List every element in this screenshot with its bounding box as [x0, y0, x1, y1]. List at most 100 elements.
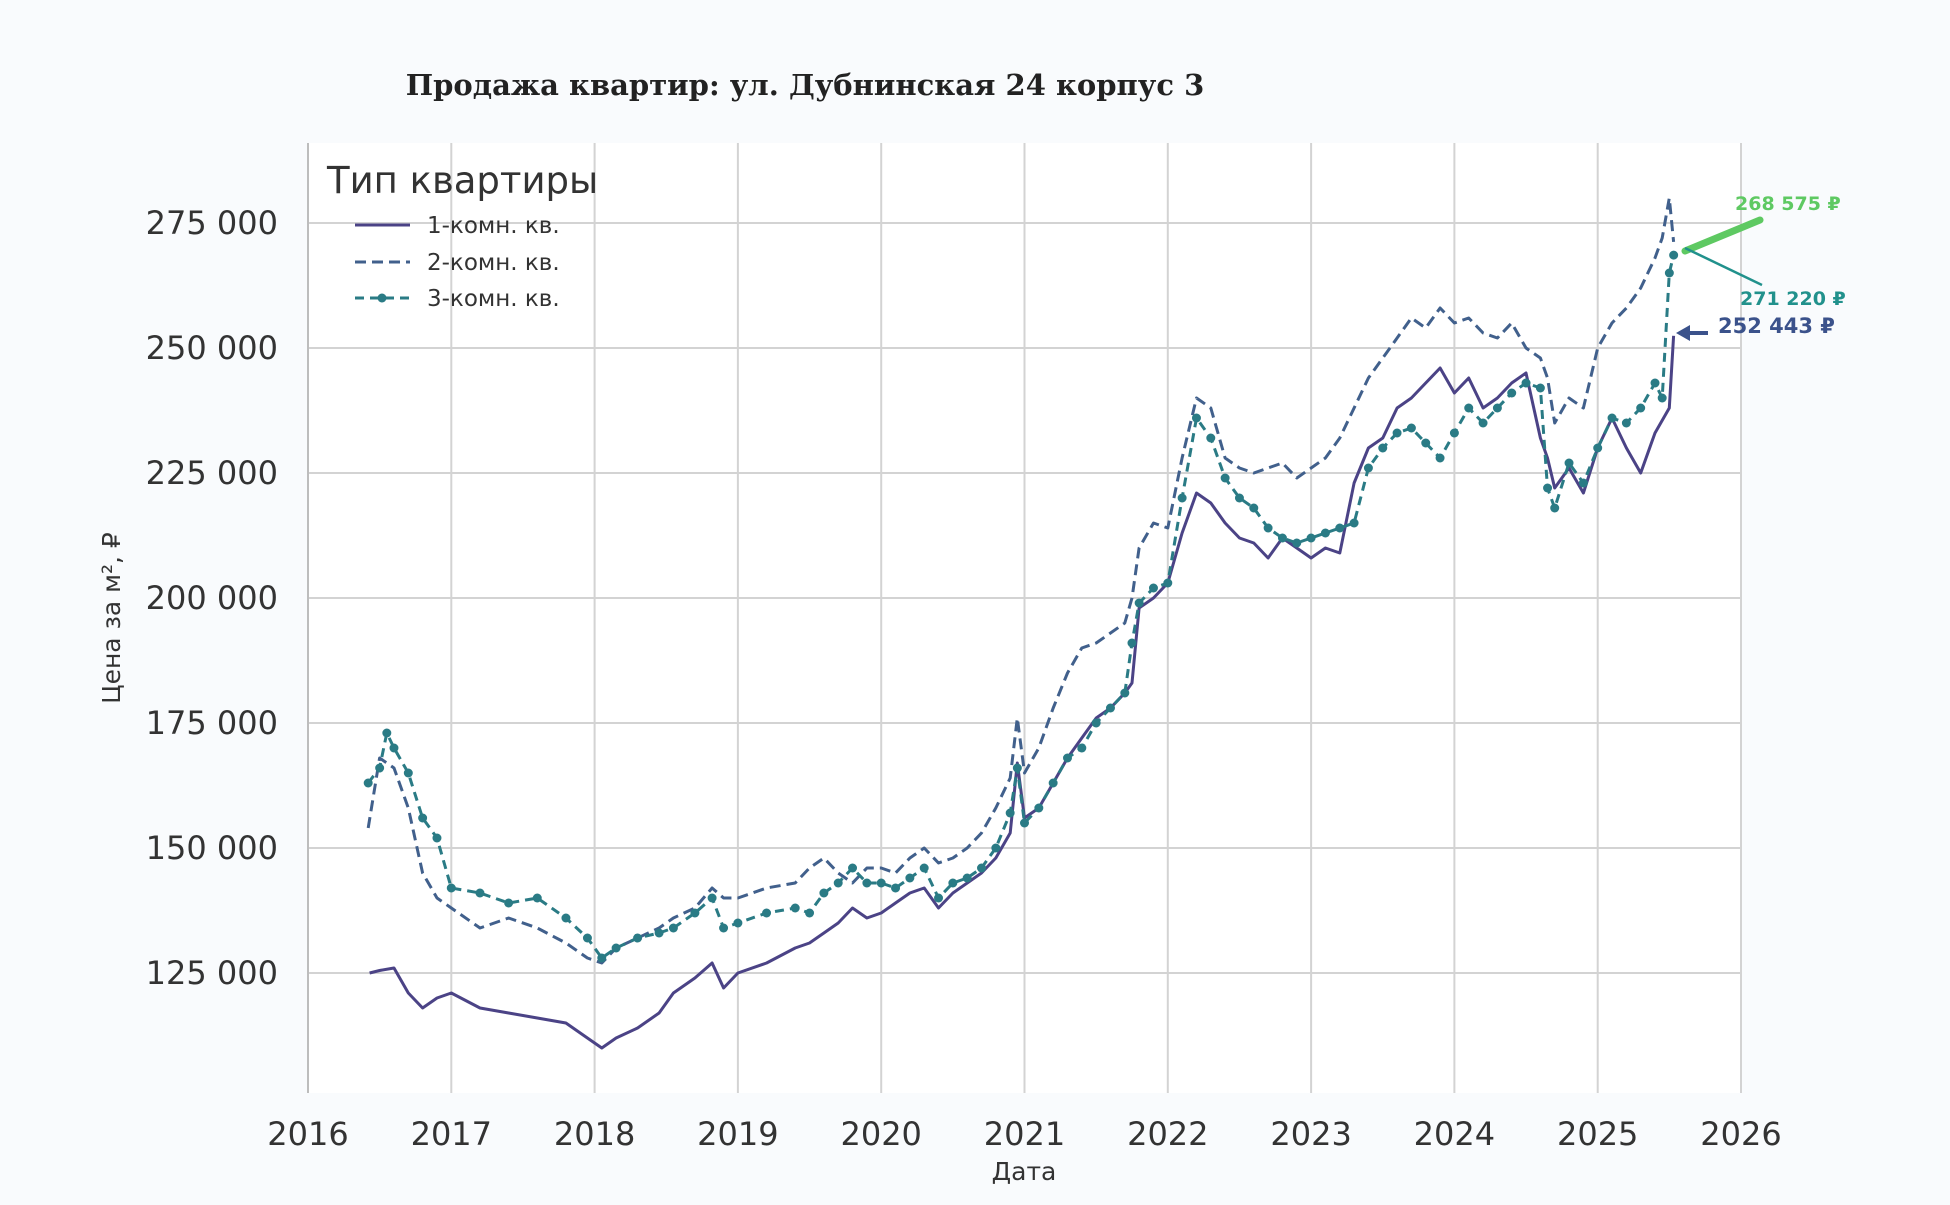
annotation-label-3room: 268 575 ₽	[1735, 193, 1841, 215]
x-tick-label: 2018	[554, 1115, 635, 1153]
series-3-point	[819, 888, 829, 898]
legend-label-2: 2-комн. кв.	[427, 250, 560, 276]
series-3-point	[1521, 378, 1531, 388]
series-3-point	[1507, 388, 1517, 398]
y-axis-label: Цена за м², ₽	[97, 532, 126, 704]
series-3-point	[962, 873, 972, 883]
series-3-point	[1062, 753, 1072, 763]
chart-title: Продажа квартир: ул. Дубнинская 24 корпу…	[406, 68, 1205, 102]
annotation-arrowhead-1room	[1676, 325, 1690, 341]
series-3-point	[1621, 418, 1631, 428]
series-3-point	[532, 893, 542, 903]
x-tick-label: 2025	[1557, 1115, 1638, 1153]
annotation-arrow-3room	[1681, 216, 1764, 255]
legend-label-3: 3-комн. кв.	[427, 286, 560, 312]
series-3-point	[876, 878, 886, 888]
x-tick-label: 2026	[1700, 1115, 1781, 1153]
series-3-point	[1657, 393, 1667, 403]
series-3-point	[1234, 493, 1244, 503]
series-3-point	[1449, 428, 1459, 438]
x-tick-label: 2023	[1270, 1115, 1351, 1153]
x-tick-label: 2019	[697, 1115, 778, 1153]
series-3-point	[790, 903, 800, 913]
series-3-point	[1421, 438, 1431, 448]
series-3-point	[389, 743, 399, 753]
series-3-point	[1320, 528, 1330, 538]
annotations: 268 575 ₽ 271 220 ₽ 252 443 ₽	[1676, 193, 1846, 341]
series-3-point	[1478, 418, 1488, 428]
series-3-point	[1034, 803, 1044, 813]
series-3-point	[1550, 503, 1560, 513]
series-3-point	[1120, 688, 1130, 698]
series-3-point	[1664, 268, 1674, 278]
y-tick-label: 250 000	[146, 329, 278, 367]
series-3-point	[1177, 493, 1187, 503]
series-line-1	[369, 335, 1676, 1050]
series-3-point	[1249, 503, 1259, 513]
series-3-point	[1048, 778, 1058, 788]
legend-marker-3	[377, 293, 387, 303]
y-tick-label: 175 000	[146, 704, 278, 742]
series-3-point	[1163, 578, 1173, 588]
series-3-point	[991, 843, 1001, 853]
annotation-label-1room: 252 443 ₽	[1718, 314, 1835, 338]
series-3-point	[611, 943, 621, 953]
series-3-point	[1077, 743, 1087, 753]
series-3-point	[891, 883, 901, 893]
series-3-point	[504, 898, 514, 908]
series-3-point	[1263, 523, 1273, 533]
y-tick-label: 150 000	[146, 829, 278, 867]
series-3-point	[418, 813, 428, 823]
series-3-point	[446, 883, 456, 893]
series-3-point	[1564, 458, 1574, 468]
series-3-point	[977, 863, 987, 873]
legend-label-1: 1-комн. кв.	[427, 213, 560, 239]
series-3-point	[1134, 598, 1144, 608]
series-3-point	[1005, 808, 1015, 818]
series-3-point	[1349, 518, 1359, 528]
annotation-label-2room: 271 220 ₽	[1740, 288, 1846, 310]
series-3-point	[1206, 433, 1216, 443]
series-3-point	[1378, 443, 1388, 453]
series-3-point	[1012, 763, 1022, 773]
series-3-point	[582, 933, 592, 943]
series-3-point	[432, 833, 442, 843]
x-tick-labels: 2016 2017 2018 2019 2020 2021 2022 2023 2024 2025…	[267, 1115, 1781, 1153]
series-3-point	[1636, 403, 1646, 413]
series-3-point	[633, 933, 643, 943]
series-3-point	[1669, 250, 1679, 260]
series-3-point	[1543, 483, 1553, 493]
series-3-point	[1335, 523, 1345, 533]
x-tick-label: 2022	[1127, 1115, 1208, 1153]
series-3-point	[1292, 538, 1302, 548]
series-3-point	[382, 728, 392, 738]
annotation-arrow-2room	[1684, 246, 1763, 287]
series-3-point	[1277, 533, 1287, 543]
x-tick-label: 2020	[840, 1115, 921, 1153]
series-3-point	[805, 908, 815, 918]
series-3-point	[1306, 533, 1316, 543]
series-3-point	[1127, 638, 1137, 648]
series-3-point	[363, 778, 373, 788]
y-tick-label: 225 000	[146, 454, 278, 492]
series-3-point	[475, 888, 485, 898]
series-3-point	[1535, 383, 1545, 393]
series-3-point	[1492, 403, 1502, 413]
series-3-point	[403, 768, 413, 778]
series-line-2	[366, 196, 1676, 965]
series-3-point	[375, 763, 385, 773]
series-3-point	[919, 863, 929, 873]
series-3-point	[1650, 378, 1660, 388]
series-3-point	[597, 953, 607, 963]
x-axis-label: Дата	[992, 1157, 1057, 1186]
series-3-point	[905, 873, 915, 883]
y-tick-label: 125 000	[146, 954, 278, 992]
x-tick-label: 2024	[1414, 1115, 1495, 1153]
y-tick-label: 275 000	[146, 204, 278, 242]
series-3-point	[1464, 403, 1474, 413]
series-3-point	[1435, 453, 1445, 463]
series-3-point	[862, 878, 872, 888]
x-tick-label: 2017	[411, 1115, 492, 1153]
series-3-point	[1392, 428, 1402, 438]
